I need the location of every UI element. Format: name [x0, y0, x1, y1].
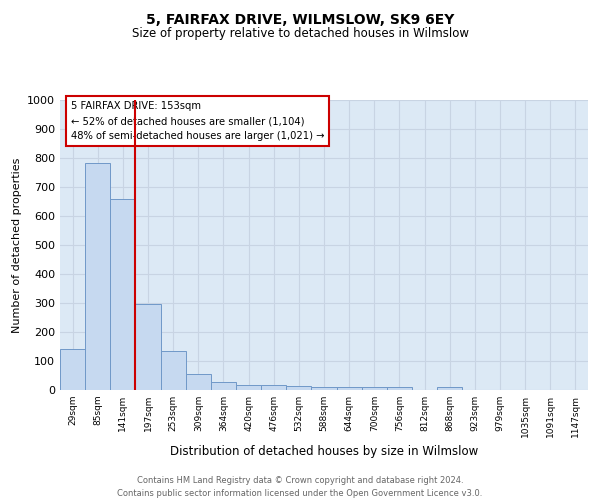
Y-axis label: Number of detached properties: Number of detached properties	[11, 158, 22, 332]
Bar	[211, 382, 236, 390]
Bar	[286, 386, 311, 390]
Bar	[387, 388, 412, 390]
Bar	[437, 388, 462, 390]
Bar	[60, 349, 85, 390]
Text: Size of property relative to detached houses in Wilmslow: Size of property relative to detached ho…	[131, 28, 469, 40]
Bar	[311, 387, 337, 390]
Bar	[110, 199, 136, 390]
Bar	[136, 304, 161, 390]
Bar	[362, 387, 387, 390]
Bar	[261, 385, 286, 390]
Bar	[161, 350, 186, 390]
Text: Contains HM Land Registry data © Crown copyright and database right 2024.
Contai: Contains HM Land Registry data © Crown c…	[118, 476, 482, 498]
Bar	[85, 162, 110, 390]
Bar	[186, 374, 211, 390]
Bar	[236, 385, 261, 390]
X-axis label: Distribution of detached houses by size in Wilmslow: Distribution of detached houses by size …	[170, 446, 478, 458]
Text: 5, FAIRFAX DRIVE, WILMSLOW, SK9 6EY: 5, FAIRFAX DRIVE, WILMSLOW, SK9 6EY	[146, 12, 454, 26]
Text: 5 FAIRFAX DRIVE: 153sqm
← 52% of detached houses are smaller (1,104)
48% of semi: 5 FAIRFAX DRIVE: 153sqm ← 52% of detache…	[71, 102, 324, 141]
Bar	[337, 387, 362, 390]
